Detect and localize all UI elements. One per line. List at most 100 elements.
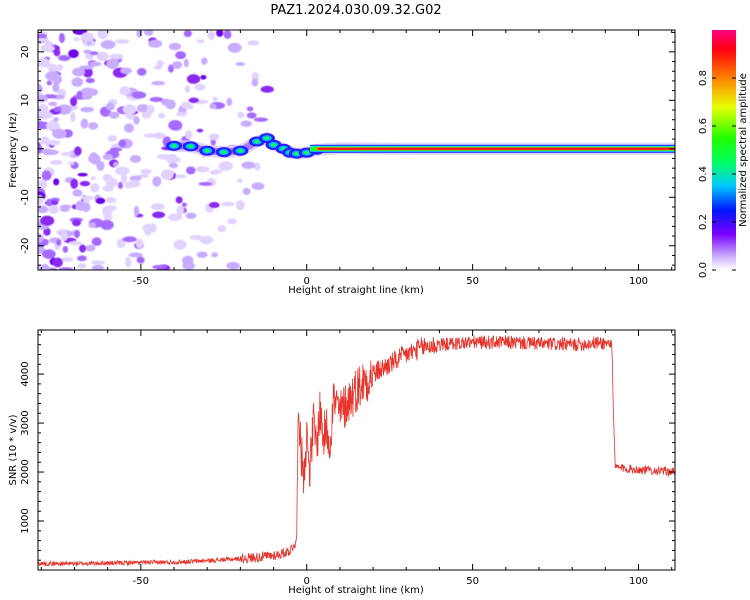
spectrogram-noise-layer <box>38 30 274 270</box>
spectrogram-noise-blob <box>150 203 165 211</box>
spectrogram-noise-blob <box>143 30 154 36</box>
spectrogram-noise-blob <box>46 198 52 207</box>
spectrogram-noise-blob <box>68 49 79 59</box>
spectrogram-noise-blob <box>260 85 274 93</box>
spectrogram-noise-blob <box>117 181 124 190</box>
spectrogram-noise-blob <box>43 227 51 236</box>
spectrogram-x-tick-label: 100 <box>629 276 648 287</box>
spectrogram-noise-blob <box>39 136 50 145</box>
colorbar-label: Normalized spectral amplitude <box>738 73 749 227</box>
colorbar-tick-label: 0.4 <box>698 166 709 182</box>
spectrogram-noise-blob <box>70 111 76 123</box>
spectrogram-noise-blob <box>124 256 132 268</box>
spectrogram-noise-blob <box>148 223 157 233</box>
spectrogram-noise-blob <box>38 195 44 205</box>
spectrogram-noise-blob <box>55 239 62 246</box>
spectrogram-noise-blob <box>131 91 147 99</box>
spectrogram-noise-blob <box>74 146 82 156</box>
snr-panel: -50 0 50 100 1000 2000 3000 4000 Height of str… <box>8 329 676 596</box>
spectrogram-noise-blob <box>45 71 60 81</box>
spectrogram-noise-blob <box>253 117 269 122</box>
spectrogram-noise-blob <box>209 170 220 175</box>
spectrogram-track-blob <box>171 144 177 148</box>
spectrogram-noise-blob <box>188 97 199 104</box>
spectrogram-noise-blob <box>183 30 192 38</box>
spectrogram-panel: -50 0 50 100 -20 -10 0 10 20 Height of straight… <box>8 29 676 296</box>
spectrogram-noise-blob <box>201 57 208 65</box>
colorbar-tick-label: 0.8 <box>698 70 709 86</box>
spectrogram-noise-blob <box>96 51 109 62</box>
spectrogram-noise-blob <box>106 58 119 70</box>
spectrogram-y-ticks: -20 -10 0 10 20 <box>20 31 675 266</box>
colorbar-tick-label: 0.6 <box>698 118 709 134</box>
spectrogram-noise-blob <box>58 55 71 62</box>
spectrogram-noise-blob <box>71 77 84 87</box>
spectrogram-noise-blob <box>212 96 218 102</box>
spectrogram-noise-blob <box>221 201 235 207</box>
spectrogram-x-ticks: -50 0 50 100 <box>40 30 673 287</box>
spectrogram-noise-blob <box>73 36 80 42</box>
spectrogram-noise-blob <box>194 83 206 91</box>
spectrogram-noise-blob <box>196 39 205 44</box>
snr-frame <box>37 329 676 571</box>
spectrogram-noise-blob <box>218 161 233 171</box>
spectrogram-x-label: Height of straight line (km) <box>288 285 424 296</box>
spectrogram-noise-blob <box>235 200 245 211</box>
spectrogram-noise-blob <box>152 211 166 219</box>
spectrogram-noise-blob <box>122 236 137 243</box>
spectrogram-noise-blob <box>165 99 176 110</box>
spectrogram-noise-blob <box>40 44 55 53</box>
spectrogram-noise-blob <box>128 179 141 188</box>
snr-x-tick-label: -50 <box>133 576 149 587</box>
spectrogram-noise-blob <box>72 67 85 77</box>
spectrogram-noise-blob <box>38 38 50 43</box>
spectrogram-noise-blob <box>52 257 63 268</box>
spectrogram-y-tick-label: 10 <box>20 94 31 107</box>
spectrogram-noise-blob <box>62 245 69 253</box>
spectrogram-noise-blob <box>170 157 181 163</box>
spectrogram-noise-blob <box>81 92 93 100</box>
spectrogram-noise-blob <box>108 111 120 119</box>
spectrogram-track-blob <box>237 149 243 153</box>
spectrogram-noise-blob <box>91 260 106 265</box>
spectrogram-noise-blob <box>68 161 75 166</box>
spectrogram-noise-blob <box>71 219 81 227</box>
spectrogram-noise-blob <box>46 121 60 131</box>
spectrogram-noise-blob <box>128 252 143 258</box>
spectrogram-noise-blob <box>176 111 188 117</box>
spectrogram-noise-blob <box>151 80 166 86</box>
spectrogram-y-tick-label: 0 <box>20 146 31 152</box>
spectrogram-noise-blob <box>68 240 83 246</box>
spectrogram-noise-blob <box>168 163 179 168</box>
spectrogram-noise-blob <box>251 182 265 190</box>
spectrogram-noise-blob <box>113 162 119 167</box>
spectrogram-noise-blob <box>143 133 155 138</box>
spectrogram-noise-blob <box>211 252 218 258</box>
spectrogram-noise-blob <box>183 58 189 68</box>
spectrogram-noise-blob <box>95 197 106 204</box>
spectrogram-noise-blob <box>58 32 65 44</box>
spectrogram-noise-blob <box>38 112 47 117</box>
spectrogram-noise-blob <box>209 133 220 141</box>
spectrogram-noise-blob <box>246 112 257 119</box>
spectrogram-noise-blob <box>85 77 95 84</box>
spectrogram-noise-blob <box>53 117 59 122</box>
colorbar-tick-label: 0.2 <box>698 214 709 230</box>
spectrogram-noise-blob <box>80 106 94 113</box>
spectrogram-noise-blob <box>60 230 69 241</box>
spectrogram-noise-blob <box>90 182 100 193</box>
spectrogram-track-blob <box>204 149 210 153</box>
spectrogram-noise-blob <box>185 166 196 175</box>
spectrogram-noise-blob <box>116 238 126 249</box>
spectrogram-y-tick-label: 20 <box>20 45 31 58</box>
spectrogram-noise-blob <box>237 111 245 119</box>
spectrogram-carrier-core <box>318 147 675 150</box>
spectrogram-noise-blob <box>100 219 114 230</box>
spectrogram-noise-blob <box>44 149 59 156</box>
spectrogram-x-tick-label: -50 <box>133 276 149 287</box>
spectrogram-noise-blob <box>172 61 183 69</box>
spectrogram-noise-blob <box>227 42 242 53</box>
snr-plot-area <box>38 330 675 570</box>
spectrogram-noise-blob <box>105 197 117 204</box>
